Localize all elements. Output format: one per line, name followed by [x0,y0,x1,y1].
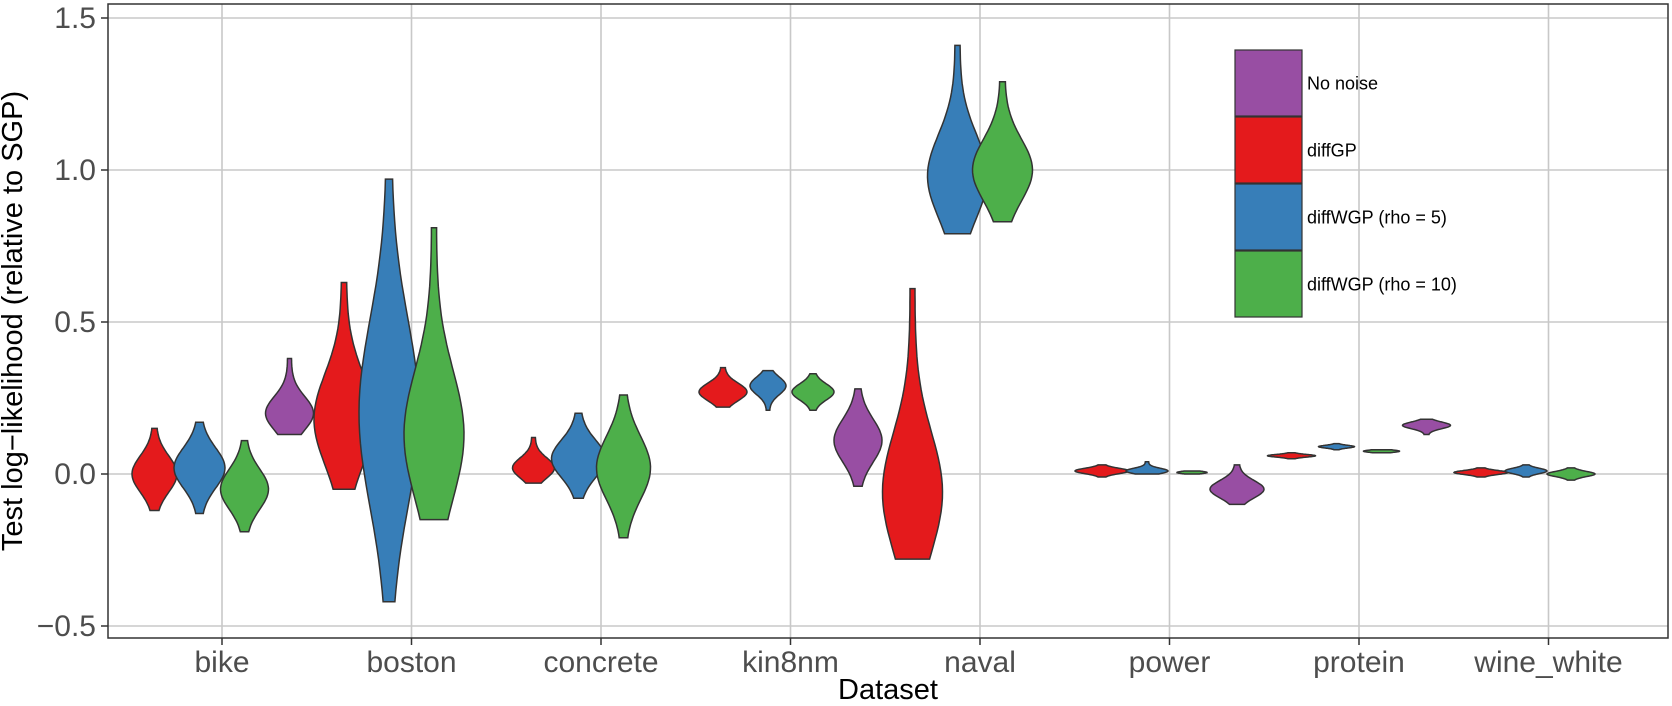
violin-kin8nm-2 [791,372,835,411]
x-tick-label: power [1129,646,1211,679]
y-tick-label: 1.0 [54,154,96,187]
violin-power-2 [1176,470,1208,475]
plot-border [107,3,1669,639]
violin-wine_white-1 [1504,464,1548,478]
x-tick-label: wine_white [1473,646,1622,679]
violin-kin8nm-0 [698,366,748,408]
violin-power-1 [1125,461,1169,475]
legend-label: No noise [1307,74,1378,94]
y-tick-label: 1.5 [54,2,96,35]
x-tick-label: naval [944,646,1016,679]
violin-power-3 [1209,464,1265,506]
violin-bike-1 [173,421,226,515]
violin-boston-2 [403,227,465,521]
x-axis-ticks: bike boston concrete kin8nm naval power protei… [194,638,1623,679]
violins [131,44,1596,603]
y-tick-label: 0.5 [54,306,96,339]
legend: No noise diffGP diffWGP (rho = 5) diffWGP (… [1234,49,1457,318]
violin-power-0 [1074,464,1130,478]
violin-wine_white-2 [1546,467,1596,481]
violin-naval-0 [881,287,944,560]
legend-label: diffGP [1307,141,1357,161]
violin-protein-3 [1401,418,1452,436]
violin-kin8nm-1 [749,369,787,411]
legend-label: diffWGP (rho = 5) [1307,208,1447,228]
violin-protein-2 [1362,448,1401,454]
violin-concrete-2 [595,394,652,539]
violin-bike-3 [264,357,315,436]
legend-label: diffWGP (rho = 10) [1307,275,1457,295]
violin-naval-2 [971,81,1034,223]
violin-kin8nm-3 [833,388,883,487]
y-tick-label: 0.0 [54,458,96,491]
violin-wine_white-0 [1452,467,1510,478]
x-tick-label: kin8nm [742,646,839,679]
violin-protein-0 [1266,451,1317,460]
x-tick-label: concrete [543,646,658,679]
legend-key [1234,116,1303,184]
legend-key [1234,250,1303,318]
violin-bike-2 [219,439,270,533]
x-tick-label: boston [366,646,456,679]
y-axis-ticks: −0.5 0.0 0.5 1.0 1.5 [37,2,108,643]
violin-bike-0 [131,427,178,512]
x-axis-title: Dataset [838,674,938,706]
x-tick-label: bike [194,646,249,679]
legend-key [1234,49,1303,117]
y-axis-title: Test log−likelihood (relative to SGP) [0,91,29,551]
violin-protein-1 [1317,442,1356,451]
legend-key [1234,183,1303,251]
y-tick-label: −0.5 [37,610,96,643]
x-tick-label: protein [1313,646,1405,679]
